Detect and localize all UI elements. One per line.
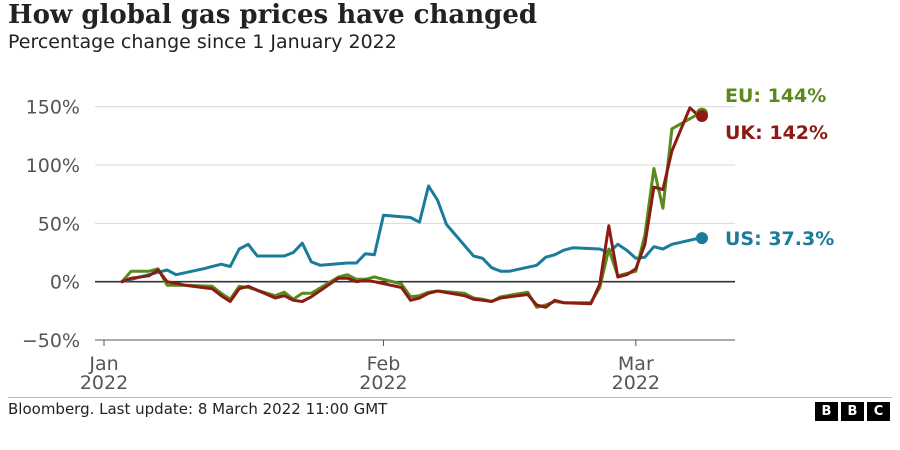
- x-tick-label-month: Mar: [618, 353, 654, 375]
- series-line-eu: [120, 112, 701, 309]
- line-chart: −50%0%50%100%150%Jan2022Feb2022Mar2022US…: [22, 85, 834, 394]
- y-tick-label: 100%: [26, 155, 80, 177]
- bbc-logo: B B C: [815, 402, 890, 421]
- logo-letter-c: C: [867, 402, 890, 421]
- y-tick-label: 50%: [38, 213, 80, 235]
- x-tick-label-year: 2022: [80, 372, 128, 394]
- series-end-label-us: US: 37.3%: [725, 228, 834, 250]
- source-note: Bloomberg. Last update: 8 March 2022 11:…: [8, 400, 388, 418]
- series-end-label-uk: UK: 142%: [725, 122, 828, 144]
- series-end-label-eu: EU: 144%: [725, 85, 826, 107]
- y-tick-label: 0%: [50, 272, 80, 294]
- footer-divider: [8, 397, 892, 398]
- series-end-marker-uk: [695, 110, 708, 122]
- chart-title: How global gas prices have changed: [8, 0, 538, 30]
- x-tick-label-year: 2022: [612, 372, 660, 394]
- series-end-marker-us: [695, 232, 708, 245]
- logo-letter-b2: B: [841, 402, 864, 421]
- x-tick-label-month: Jan: [88, 353, 118, 375]
- y-tick-label: −50%: [22, 330, 80, 352]
- logo-letter-b1: B: [815, 402, 838, 421]
- series-line-uk: [120, 106, 701, 309]
- x-tick-label-year: 2022: [359, 372, 407, 394]
- x-tick-label-month: Feb: [367, 353, 401, 375]
- y-tick-label: 150%: [26, 97, 80, 119]
- series-line-us: [120, 184, 701, 284]
- chart-subtitle: Percentage change since 1 January 2022: [8, 31, 397, 53]
